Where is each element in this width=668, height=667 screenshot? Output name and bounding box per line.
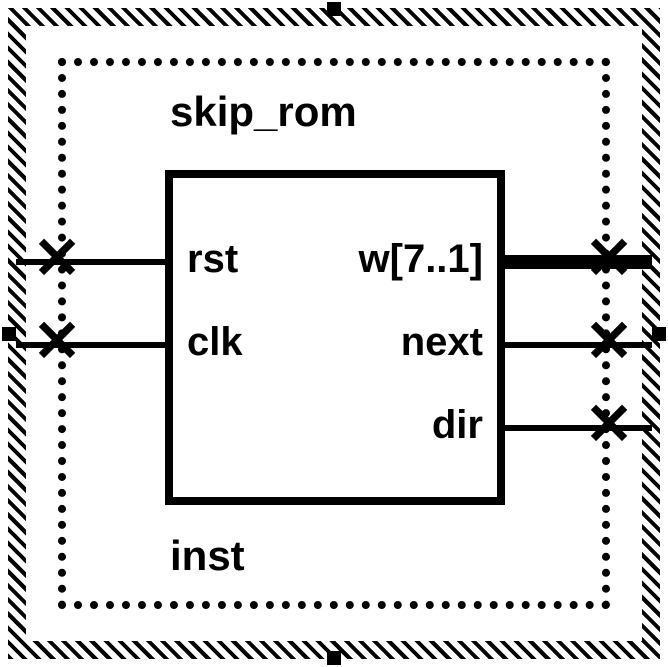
schematic-canvas: skip_rom inst rst ✕ clk ✕ w[7..1] ✕ next ✕ dir ✕ [0,0,668,667]
terminator-clk: ✕ [28,313,86,371]
port-label-next: next [401,320,483,365]
module-name-label: skip_rom [170,88,357,136]
instance-name-label: inst [170,532,245,580]
terminator-dir: ✕ [580,396,638,454]
terminator-next: ✕ [580,313,638,371]
port-label-clk: clk [187,320,243,365]
handle-right [652,327,666,341]
terminator-w71: ✕ [580,230,638,288]
handle-bottom [327,651,341,665]
port-label-dir: dir [432,403,483,448]
handle-top [327,2,341,16]
port-label-rst: rst [187,237,238,282]
terminator-rst: ✕ [28,230,86,288]
handle-left [2,327,16,341]
port-label-w71: w[7..1] [359,237,483,282]
